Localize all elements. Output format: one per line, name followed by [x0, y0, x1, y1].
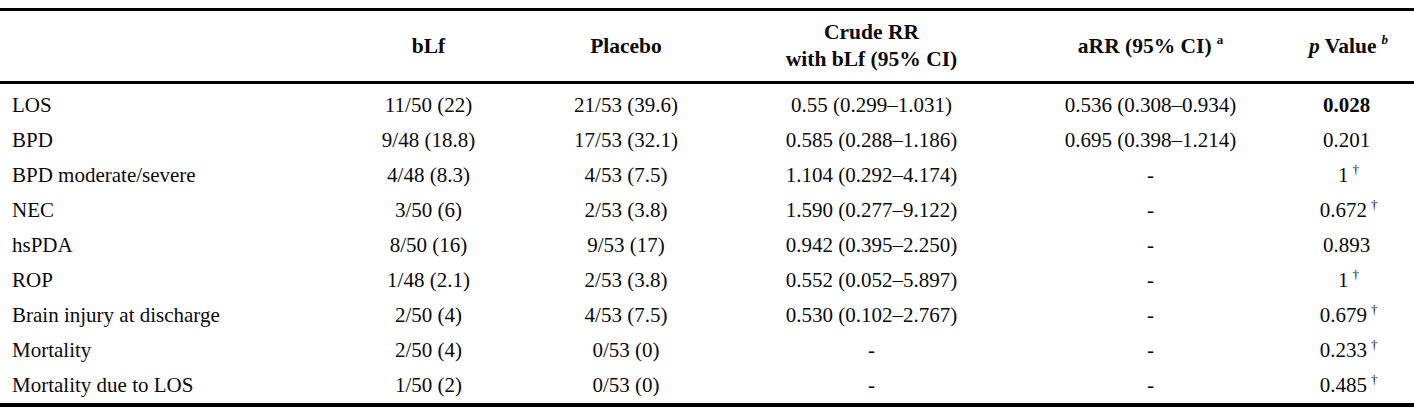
arr-value: -: [1018, 333, 1283, 368]
placebo-value: 2/53 (3.8): [527, 193, 725, 228]
outcome-label: LOS: [0, 83, 330, 124]
arr-value: -: [1018, 158, 1283, 193]
crude-rr-value: -: [725, 333, 1018, 368]
blf-value: 3/50 (6): [330, 193, 527, 228]
crude-rr-value: 1.590 (0.277–9.122): [725, 193, 1018, 228]
crude-rr-line2: with bLf (95% CI): [725, 46, 1018, 73]
crude-rr-value: 1.104 (0.292–4.174): [725, 158, 1018, 193]
arr-value: -: [1018, 263, 1283, 298]
p-value: 0.028: [1283, 83, 1414, 124]
table-row-nec: NEC 3/50 (6) 2/53 (3.8) 1.590 (0.277–9.1…: [0, 193, 1414, 228]
col-header-outcome: [0, 10, 330, 83]
table-row-bpd-moderate-severe: BPD moderate/severe 4/48 (8.3) 4/53 (7.5…: [0, 158, 1414, 193]
pvalue-label: Value: [1325, 34, 1377, 58]
blf-value: 1/50 (2): [330, 368, 527, 405]
placebo-value: 0/53 (0): [527, 333, 725, 368]
blf-value: 2/50 (4): [330, 298, 527, 333]
table-row-brain-injury: Brain injury at discharge 2/50 (4) 4/53 …: [0, 298, 1414, 333]
outcome-label: Mortality due to LOS: [0, 368, 330, 405]
crude-rr-value: 0.585 (0.288–1.186): [725, 123, 1018, 158]
col-header-crude-rr: Crude RR with bLf (95% CI): [725, 10, 1018, 83]
footnote-marker-b: b: [1382, 32, 1389, 47]
table-row-mortality: Mortality 2/50 (4) 0/53 (0) - - 0.233†: [0, 333, 1414, 368]
placebo-value: 17/53 (32.1): [527, 123, 725, 158]
placebo-value: 4/53 (7.5): [527, 158, 725, 193]
blf-value: 11/50 (22): [330, 83, 527, 124]
crude-rr-value: 0.530 (0.102–2.767): [725, 298, 1018, 333]
outcome-label: hsPDA: [0, 228, 330, 263]
placebo-value: 0/53 (0): [527, 368, 725, 405]
p-value: 1†: [1283, 263, 1414, 298]
p-value: 0.201: [1283, 123, 1414, 158]
p-value: 1†: [1283, 158, 1414, 193]
table-row-rop: ROP 1/48 (2.1) 2/53 (3.8) 0.552 (0.052–5…: [0, 263, 1414, 298]
col-header-pvalue: p Valueb: [1283, 10, 1414, 83]
placebo-value: 9/53 (17): [527, 228, 725, 263]
dagger-icon: †: [1371, 372, 1378, 387]
arr-value: 0.536 (0.308–0.934): [1018, 83, 1283, 124]
p-value: 0.672†: [1283, 193, 1414, 228]
dagger-icon: †: [1353, 162, 1360, 177]
dagger-icon: †: [1371, 337, 1378, 352]
placebo-value: 2/53 (3.8): [527, 263, 725, 298]
arr-value: -: [1018, 193, 1283, 228]
arr-value: 0.695 (0.398–1.214): [1018, 123, 1283, 158]
header-row: bLf Placebo Crude RR with bLf (95% CI) a…: [0, 10, 1414, 83]
footnote-marker-a: a: [1217, 32, 1224, 47]
blf-value: 8/50 (16): [330, 228, 527, 263]
outcome-label: Mortality: [0, 333, 330, 368]
crude-rr-value: -: [725, 368, 1018, 405]
arr-value: -: [1018, 368, 1283, 405]
col-header-blf: bLf: [330, 10, 527, 83]
table-row-bpd: BPD 9/48 (18.8) 17/53 (32.1) 0.585 (0.28…: [0, 123, 1414, 158]
outcome-label: BPD: [0, 123, 330, 158]
p-value: 0.233†: [1283, 333, 1414, 368]
outcomes-table: bLf Placebo Crude RR with bLf (95% CI) a…: [0, 8, 1414, 407]
blf-value: 4/48 (8.3): [330, 158, 527, 193]
placebo-value: 4/53 (7.5): [527, 298, 725, 333]
crude-rr-value: 0.942 (0.395–2.250): [725, 228, 1018, 263]
table-row-hspda: hsPDA 8/50 (16) 9/53 (17) 0.942 (0.395–2…: [0, 228, 1414, 263]
placebo-value: 21/53 (39.6): [527, 83, 725, 124]
blf-value: 1/48 (2.1): [330, 263, 527, 298]
dagger-icon: †: [1371, 197, 1378, 212]
table-row-mortality-los: Mortality due to LOS 1/50 (2) 0/53 (0) -…: [0, 368, 1414, 405]
p-value: 0.485†: [1283, 368, 1414, 405]
table-row-los: LOS 11/50 (22) 21/53 (39.6) 0.55 (0.299–…: [0, 83, 1414, 124]
dagger-icon: †: [1353, 267, 1360, 282]
crude-rr-value: 0.552 (0.052–5.897): [725, 263, 1018, 298]
col-header-placebo: Placebo: [527, 10, 725, 83]
p-value: 0.679†: [1283, 298, 1414, 333]
arr-value: -: [1018, 228, 1283, 263]
outcome-label: BPD moderate/severe: [0, 158, 330, 193]
p-symbol: p: [1309, 34, 1320, 58]
blf-value: 9/48 (18.8): [330, 123, 527, 158]
dagger-icon: †: [1371, 302, 1378, 317]
col-header-arr: aRR (95% CI) a: [1018, 10, 1283, 83]
crude-rr-value: 0.55 (0.299–1.031): [725, 83, 1018, 124]
arr-value: -: [1018, 298, 1283, 333]
arr-label: aRR (95% CI): [1078, 34, 1212, 58]
blf-value: 2/50 (4): [330, 333, 527, 368]
outcome-label: ROP: [0, 263, 330, 298]
outcome-label: Brain injury at discharge: [0, 298, 330, 333]
p-value: 0.893: [1283, 228, 1414, 263]
outcome-label: NEC: [0, 193, 330, 228]
crude-rr-line1: Crude RR: [725, 19, 1018, 46]
